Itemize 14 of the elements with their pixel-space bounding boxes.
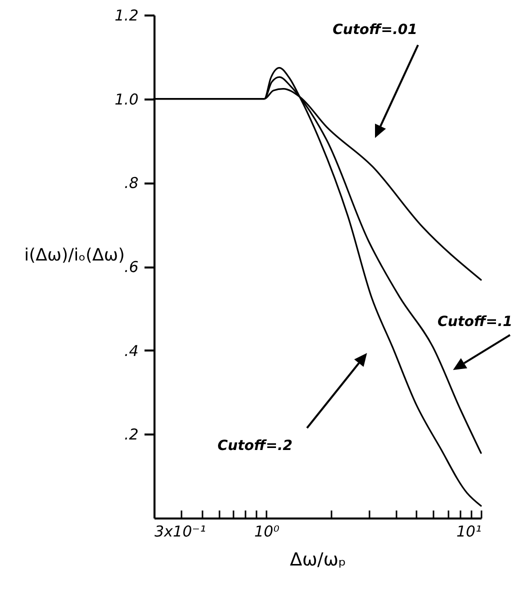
x-tick-label: 10¹	[456, 522, 482, 540]
annotation: Cutoff=.1	[438, 314, 512, 330]
x-axis-title: Δω/ωₚ	[290, 550, 346, 570]
annotation: Cutoff=.2	[218, 438, 292, 454]
annotation: Cutoff=.01	[332, 22, 418, 38]
y-tick-label: .2	[124, 426, 138, 444]
y-tick-label: .4	[124, 342, 138, 360]
x-tick-label: 3x10⁻¹	[154, 522, 206, 540]
y-tick-label: .8	[124, 174, 138, 192]
y-axis-title: i(Δω)/iₒ(Δω)	[24, 246, 125, 266]
y-tick-label: 1.2	[114, 6, 138, 24]
y-tick-label: 1.0	[114, 90, 138, 108]
y-tick-label: .6	[124, 258, 138, 276]
x-tick-label: 10⁰	[254, 522, 280, 540]
